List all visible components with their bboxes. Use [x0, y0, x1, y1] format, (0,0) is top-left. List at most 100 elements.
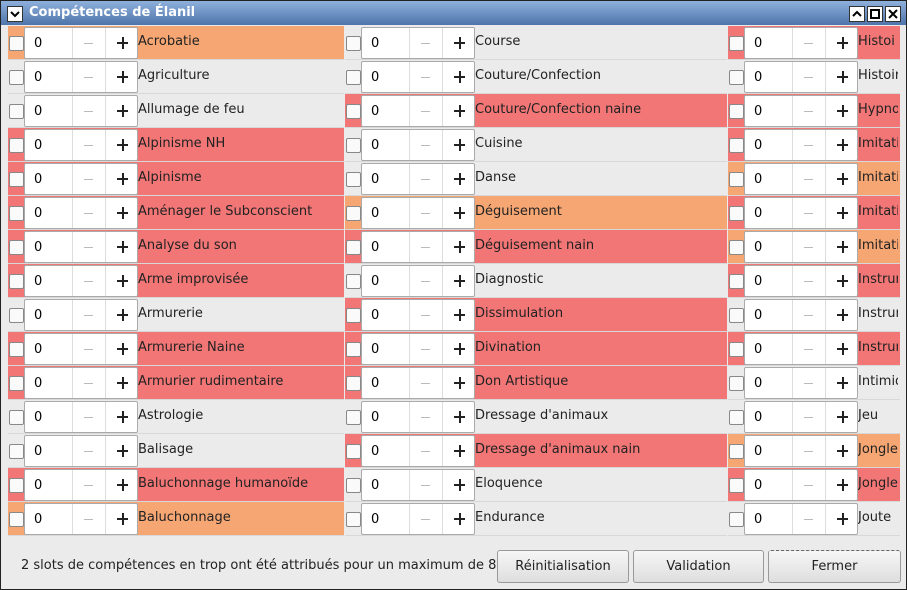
increment-button[interactable]	[121, 139, 124, 151]
decrement-button[interactable]	[421, 519, 430, 520]
checkbox[interactable]	[9, 342, 24, 357]
decrement-button[interactable]	[421, 417, 430, 418]
decrement-button[interactable]	[421, 383, 430, 384]
checkbox[interactable]	[9, 308, 24, 323]
footer-button[interactable]: Fermer	[768, 550, 901, 583]
checkbox[interactable]	[9, 410, 24, 425]
checkbox[interactable]	[729, 410, 744, 425]
checkbox[interactable]	[729, 342, 744, 357]
spin-box[interactable]: 0	[744, 129, 858, 161]
increment-button[interactable]	[458, 275, 461, 287]
spin-box[interactable]: 0	[744, 435, 858, 467]
increment-button[interactable]	[458, 513, 461, 525]
checkbox[interactable]	[9, 240, 24, 255]
decrement-button[interactable]	[84, 145, 93, 146]
checkbox[interactable]	[9, 70, 24, 85]
decrement-button[interactable]	[421, 485, 430, 486]
increment-button[interactable]	[458, 479, 461, 491]
menu-button[interactable]	[7, 6, 23, 22]
checkbox[interactable]	[9, 512, 24, 527]
checkbox[interactable]	[346, 342, 361, 357]
decrement-button[interactable]	[421, 281, 430, 282]
footer-button[interactable]: Validation	[633, 550, 764, 583]
spin-box[interactable]: 0	[24, 299, 138, 331]
decrement-button[interactable]	[84, 213, 93, 214]
decrement-button[interactable]	[804, 451, 813, 452]
spin-box[interactable]: 0	[24, 61, 138, 93]
spin-box[interactable]: 0	[361, 95, 475, 127]
spin-box[interactable]: 0	[361, 367, 475, 399]
spin-box[interactable]: 0	[744, 61, 858, 93]
checkbox[interactable]	[346, 376, 361, 391]
decrement-button[interactable]	[421, 349, 430, 350]
increment-button[interactable]	[121, 513, 124, 525]
decrement-button[interactable]	[84, 43, 93, 44]
spin-box[interactable]: 0	[361, 333, 475, 365]
increment-button[interactable]	[841, 173, 844, 185]
spin-box[interactable]: 0	[744, 265, 858, 297]
spin-box[interactable]: 0	[744, 333, 858, 365]
increment-button[interactable]	[841, 445, 844, 457]
checkbox[interactable]	[346, 410, 361, 425]
increment-button[interactable]	[121, 37, 124, 49]
decrement-button[interactable]	[804, 349, 813, 350]
spin-box[interactable]: 0	[24, 95, 138, 127]
checkbox[interactable]	[729, 512, 744, 527]
decrement-button[interactable]	[804, 281, 813, 282]
checkbox[interactable]	[729, 70, 744, 85]
decrement-button[interactable]	[804, 247, 813, 248]
spin-box[interactable]: 0	[361, 129, 475, 161]
increment-button[interactable]	[841, 513, 844, 525]
decrement-button[interactable]	[84, 417, 93, 418]
spin-box[interactable]: 0	[24, 163, 138, 195]
spin-box[interactable]: 0	[24, 435, 138, 467]
checkbox[interactable]	[346, 104, 361, 119]
decrement-button[interactable]	[84, 349, 93, 350]
checkbox[interactable]	[729, 274, 744, 289]
increment-button[interactable]	[121, 105, 124, 117]
decrement-button[interactable]	[421, 315, 430, 316]
checkbox[interactable]	[729, 104, 744, 119]
checkbox[interactable]	[9, 274, 24, 289]
checkbox[interactable]	[9, 376, 24, 391]
spin-box[interactable]: 0	[24, 367, 138, 399]
spin-box[interactable]: 0	[744, 95, 858, 127]
decrement-button[interactable]	[84, 485, 93, 486]
decrement-button[interactable]	[804, 485, 813, 486]
increment-button[interactable]	[458, 207, 461, 219]
increment-button[interactable]	[841, 275, 844, 287]
decrement-button[interactable]	[804, 145, 813, 146]
spin-box[interactable]: 0	[744, 197, 858, 229]
increment-button[interactable]	[458, 105, 461, 117]
decrement-button[interactable]	[84, 179, 93, 180]
spin-box[interactable]: 0	[24, 469, 138, 501]
shade-button[interactable]	[849, 6, 865, 22]
increment-button[interactable]	[458, 241, 461, 253]
checkbox[interactable]	[9, 36, 24, 51]
increment-button[interactable]	[841, 71, 844, 83]
spin-box[interactable]: 0	[744, 27, 858, 59]
spin-box[interactable]: 0	[361, 401, 475, 433]
increment-button[interactable]	[121, 411, 124, 423]
checkbox[interactable]	[9, 206, 24, 221]
checkbox[interactable]	[729, 172, 744, 187]
spin-box[interactable]: 0	[24, 27, 138, 59]
spin-box[interactable]: 0	[361, 503, 475, 535]
increment-button[interactable]	[458, 173, 461, 185]
decrement-button[interactable]	[421, 213, 430, 214]
spin-box[interactable]: 0	[361, 299, 475, 331]
increment-button[interactable]	[841, 241, 844, 253]
increment-button[interactable]	[458, 309, 461, 321]
decrement-button[interactable]	[804, 213, 813, 214]
increment-button[interactable]	[841, 309, 844, 321]
checkbox[interactable]	[346, 240, 361, 255]
spin-box[interactable]: 0	[744, 231, 858, 263]
increment-button[interactable]	[121, 207, 124, 219]
spin-box[interactable]: 0	[361, 163, 475, 195]
footer-button[interactable]: Réinitialisation	[497, 550, 629, 583]
increment-button[interactable]	[121, 343, 124, 355]
spin-box[interactable]: 0	[24, 401, 138, 433]
spin-box[interactable]: 0	[361, 265, 475, 297]
decrement-button[interactable]	[84, 77, 93, 78]
increment-button[interactable]	[841, 207, 844, 219]
